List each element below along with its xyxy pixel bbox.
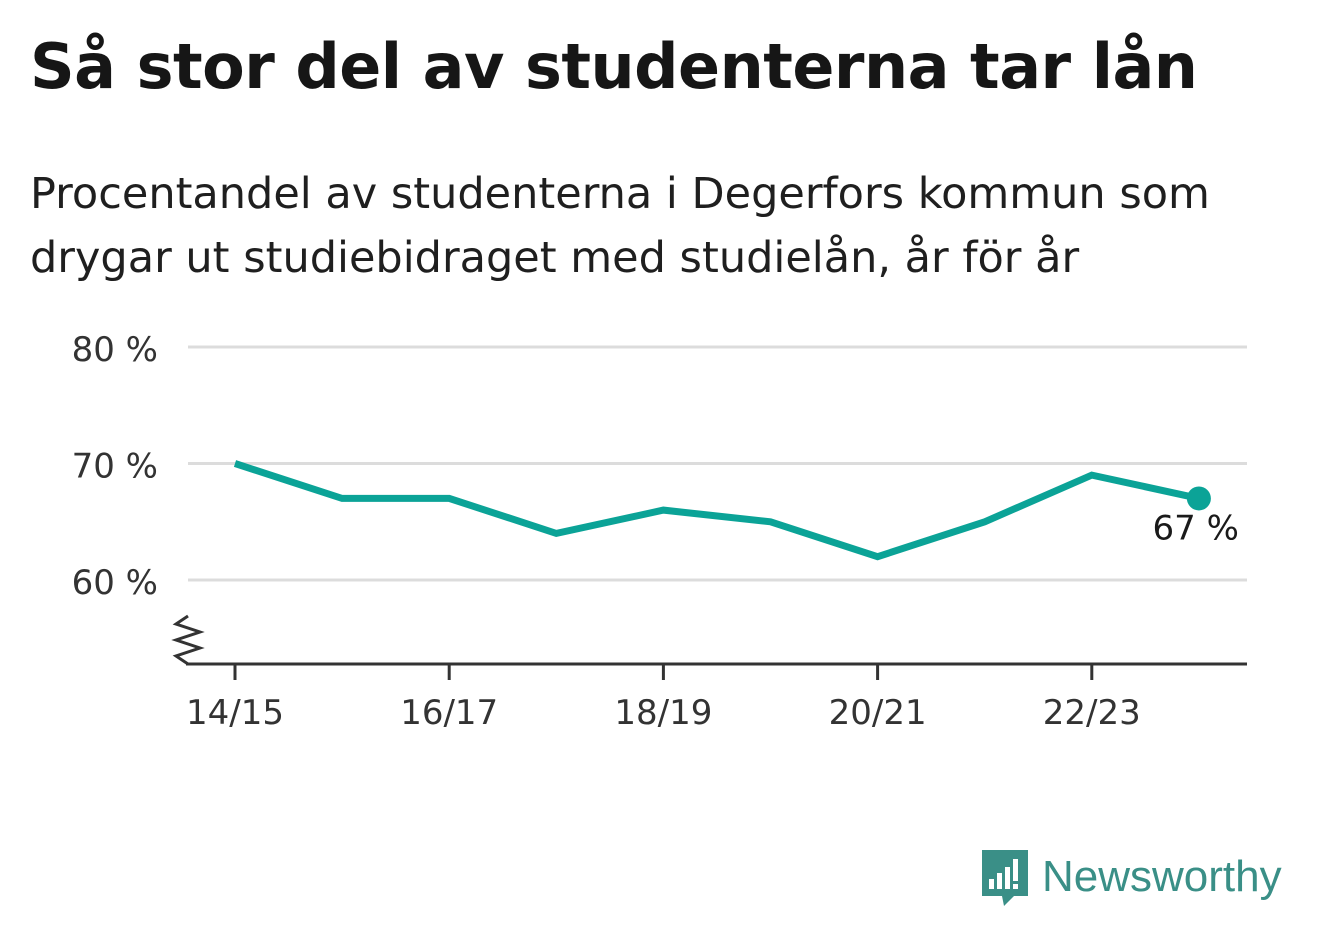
x-tick-label: 20/21 xyxy=(829,693,927,733)
axis-break-icon xyxy=(171,614,205,666)
line-chart: 60 % 70 % 80 % 14/15 16/17 18/19 20/21 22/23 67 … xyxy=(72,330,1247,733)
end-point-marker xyxy=(1186,486,1211,511)
x-tick-label: 14/15 xyxy=(186,693,284,733)
y-tick-label: 70 % xyxy=(72,447,158,487)
chart-subtitle: Procentandel av studenterna i Degerfors … xyxy=(30,169,1210,283)
y-tick-label: 60 % xyxy=(72,563,158,603)
brand: Newsworthy xyxy=(980,846,1282,908)
x-tick-label: 18/19 xyxy=(614,693,712,733)
end-value-label: 67 % xyxy=(1153,508,1239,548)
x-tick-label: 22/23 xyxy=(1043,693,1141,733)
series-line xyxy=(233,460,1200,561)
chart-title: Så stor del av studenterna tar lån xyxy=(30,30,1198,103)
x-tick-label: 16/17 xyxy=(400,693,498,733)
newsworthy-logo-icon xyxy=(982,850,1028,906)
brand-name: Newsworthy xyxy=(1042,852,1282,901)
y-tick-label: 80 % xyxy=(72,330,158,370)
